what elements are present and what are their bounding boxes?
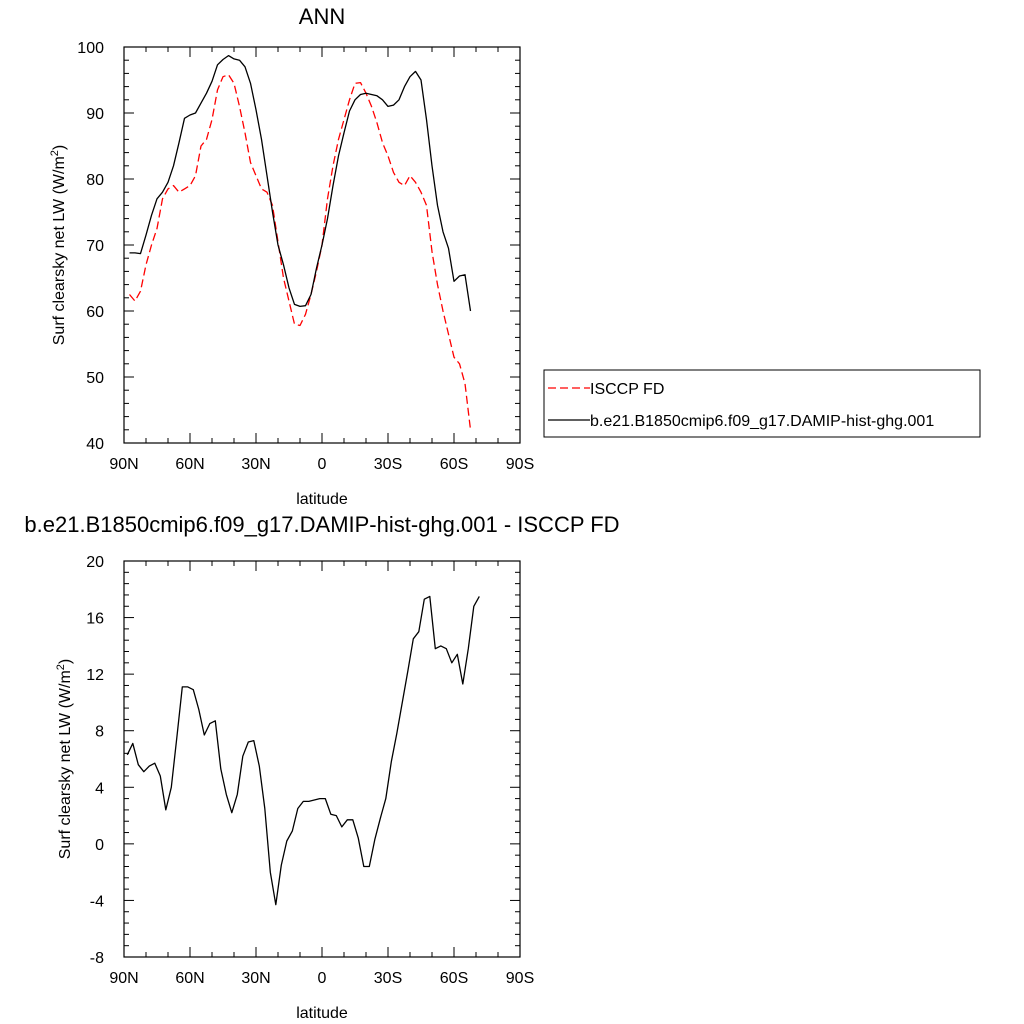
y-axis-label-main: Surf clearsky net LW (W/m [57,670,74,859]
y-tick-label: 4 [95,780,104,797]
y-tick-label: 8 [95,724,104,741]
x-tick-label: 90N [109,456,138,473]
x-tick-label: 90N [109,970,138,987]
y-axis-label: Surf clearsky net LW (W/m2) [49,145,68,346]
y-tick-label: -4 [90,893,104,910]
x-axis-label: latitude [296,1005,348,1022]
y-tick-label: 70 [86,238,104,255]
chart-title: b.e21.B1850cmip6.f09_g17.DAMIP-hist-ghg.… [24,512,619,537]
y-axis: 40 50 60 70 80 90 100 [77,40,520,453]
y-tick-label: 60 [86,304,104,321]
x-tick-label: 60N [175,456,204,473]
y-axis-label-tail: ) [51,145,68,150]
x-tick-label: 60S [440,456,468,473]
legend-label: ISCCP FD [590,381,664,398]
x-tick-label: 60N [175,970,204,987]
y-axis: -8 -4 0 4 8 12 16 20 [86,554,520,967]
x-axis: 90N 60N 30N 0 30S 60S 90S [109,47,534,473]
x-tick-label: 30N [241,970,270,987]
series-line-isccp-fd [129,74,472,430]
x-tick-label: 90S [506,456,534,473]
legend-label: b.e21.B1850cmip6.f09_g17.DAMIP-hist-ghg.… [590,413,934,430]
y-tick-label: 16 [86,611,104,628]
x-tick-label: 30N [241,456,270,473]
y-axis-label-superscript: 2 [55,664,67,670]
x-tick-label: 0 [318,456,327,473]
y-tick-label: 50 [86,370,104,387]
y-tick-label: 90 [86,106,104,123]
x-tick-label: 30S [374,970,402,987]
chart-title: ANN [299,4,345,29]
y-tick-label: -8 [90,950,104,967]
y-tick-label: 20 [86,554,104,571]
series-line-difference [126,595,480,906]
y-axis-label: Surf clearsky net LW (W/m2) [55,659,74,860]
x-tick-label: 0 [318,970,327,987]
legend: ISCCP FD b.e21.B1850cmip6.f09_g17.DAMIP-h… [543,369,981,438]
chart-bottom-difference: b.e21.B1850cmip6.f09_g17.DAMIP-hist-ghg.… [24,512,619,1022]
y-tick-label: 100 [77,40,104,57]
y-axis-label-main: Surf clearsky net LW (W/m [51,156,68,345]
x-tick-label: 90S [506,970,534,987]
y-axis-label-tail: ) [57,659,74,664]
x-axis: 90N 60N 30N 0 30S 60S 90S [109,561,534,987]
series-line-model [129,54,472,312]
legend-frame [543,369,981,438]
chart-top-ann: ANN 90N 60N 30N 0 30S 60S 90S 40 50 60 70 80 90 100 lat… [49,4,534,508]
x-tick-label: 30S [374,456,402,473]
y-axis-label-superscript: 2 [49,150,61,156]
y-tick-label: 0 [95,837,104,854]
y-tick-label: 80 [86,172,104,189]
y-tick-label: 40 [86,436,104,453]
y-tick-label: 12 [86,667,104,684]
plot-frame [123,560,521,958]
x-axis-label: latitude [296,491,348,508]
x-tick-label: 60S [440,970,468,987]
